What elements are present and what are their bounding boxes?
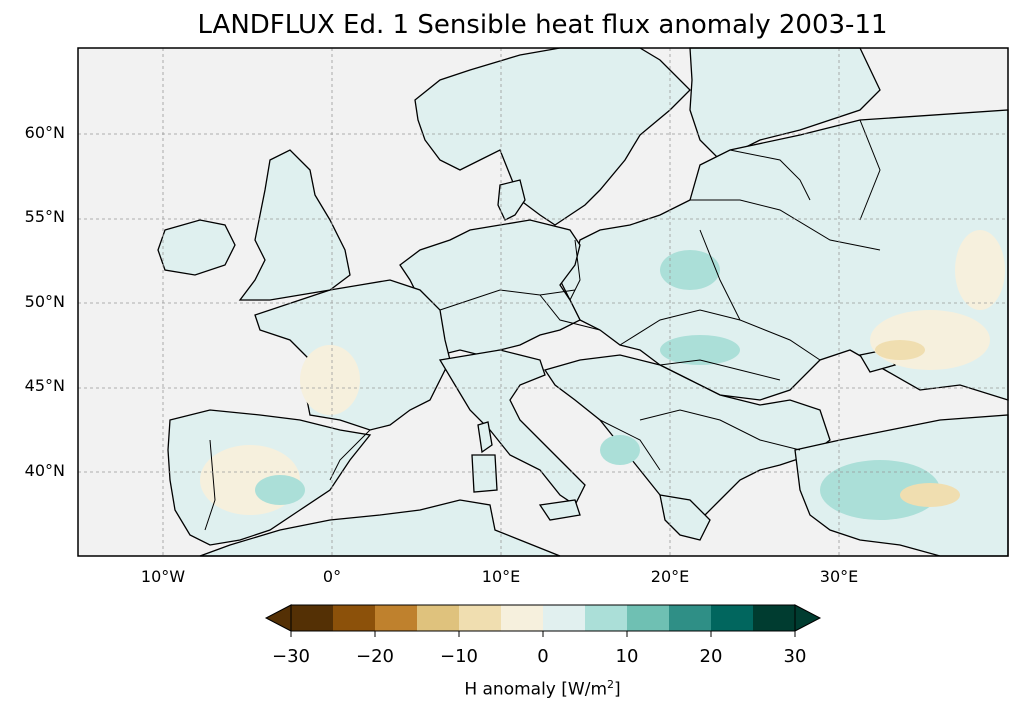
anomaly-patch bbox=[875, 340, 925, 360]
colorbar-label-sup: 2 bbox=[607, 678, 615, 691]
north-africa-land bbox=[199, 499, 561, 557]
anomaly-patch bbox=[660, 250, 720, 290]
ireland-land bbox=[157, 219, 236, 276]
colorbar-segment bbox=[711, 605, 754, 631]
colorbar-segment bbox=[501, 605, 544, 631]
corsica-land bbox=[477, 421, 493, 454]
map-frame bbox=[77, 47, 1009, 557]
colorbar-segment bbox=[375, 605, 418, 631]
colorbar-segment bbox=[291, 605, 334, 631]
colorbar-segment bbox=[459, 605, 502, 631]
finland-land bbox=[689, 47, 881, 161]
anomaly-patches bbox=[200, 230, 1005, 520]
colorbar-segment bbox=[543, 605, 586, 631]
lat-tick-label: 55°N bbox=[24, 207, 65, 226]
lon-tick-label: 30°E bbox=[819, 567, 859, 586]
land-masses bbox=[157, 47, 1009, 557]
colorbar-segments bbox=[291, 605, 796, 631]
colorbar-tick-marks bbox=[290, 631, 796, 637]
figure-title: LANDFLUX Ed. 1 Sensible heat flux anomal… bbox=[197, 10, 888, 40]
italy-land bbox=[438, 349, 586, 506]
anomaly-patch bbox=[255, 475, 305, 505]
france-land bbox=[254, 279, 451, 431]
anomaly-patch bbox=[870, 310, 990, 370]
colorbar-over-arrow bbox=[794, 604, 822, 632]
anomaly-patch bbox=[900, 483, 960, 507]
colorbar-segment bbox=[627, 605, 670, 631]
anomaly-patch bbox=[600, 435, 640, 465]
anomaly-patch bbox=[955, 230, 1005, 310]
colorbar-label-prefix: H anomaly [W/m bbox=[464, 679, 608, 700]
colorbar-label-suffix: ] bbox=[614, 679, 621, 700]
colorbar-tick-label: 10 bbox=[615, 646, 639, 667]
colorbar-tick-label: −30 bbox=[272, 646, 310, 667]
lon-tick-label: 20°E bbox=[650, 567, 690, 586]
colorbar-tick-label: 30 bbox=[783, 646, 807, 667]
denmark-land bbox=[497, 179, 526, 221]
anomaly-patch bbox=[660, 335, 740, 365]
map-canvas bbox=[77, 47, 1009, 557]
colorbar-tick-label: 20 bbox=[699, 646, 723, 667]
colorbar-under-arrow bbox=[264, 604, 292, 632]
country-borders bbox=[204, 119, 881, 531]
lon-tick-label: 0° bbox=[322, 567, 342, 586]
colorbar-segment bbox=[585, 605, 628, 631]
colorbar-frame bbox=[290, 604, 796, 632]
colorbar-label: H anomaly [W/m2] bbox=[0, 678, 1022, 700]
anomaly-patch bbox=[300, 345, 360, 415]
sardinia-land bbox=[471, 454, 498, 493]
lat-tick-label: 50°N bbox=[24, 292, 65, 311]
colorbar-segment bbox=[417, 605, 460, 631]
lon-tick-label: 10°W bbox=[140, 567, 186, 586]
lat-tick-label: 45°N bbox=[24, 376, 65, 395]
great-britain-land bbox=[238, 149, 351, 301]
sicily-land bbox=[538, 499, 581, 521]
lat-tick-label: 60°N bbox=[24, 123, 65, 142]
colorbar-tick-label: 0 bbox=[537, 646, 549, 667]
gridlines bbox=[78, 48, 1008, 556]
lon-tick-label: 10°E bbox=[481, 567, 521, 586]
lat-tick-label: 40°N bbox=[24, 461, 65, 480]
colorbar-segment bbox=[669, 605, 712, 631]
anomaly-patch bbox=[820, 460, 940, 520]
greece-land bbox=[659, 494, 711, 541]
colorbar-segment bbox=[753, 605, 796, 631]
colorbar-tick-label: −10 bbox=[440, 646, 478, 667]
colorbar-segment bbox=[333, 605, 376, 631]
colorbar-tick-label: −20 bbox=[356, 646, 394, 667]
